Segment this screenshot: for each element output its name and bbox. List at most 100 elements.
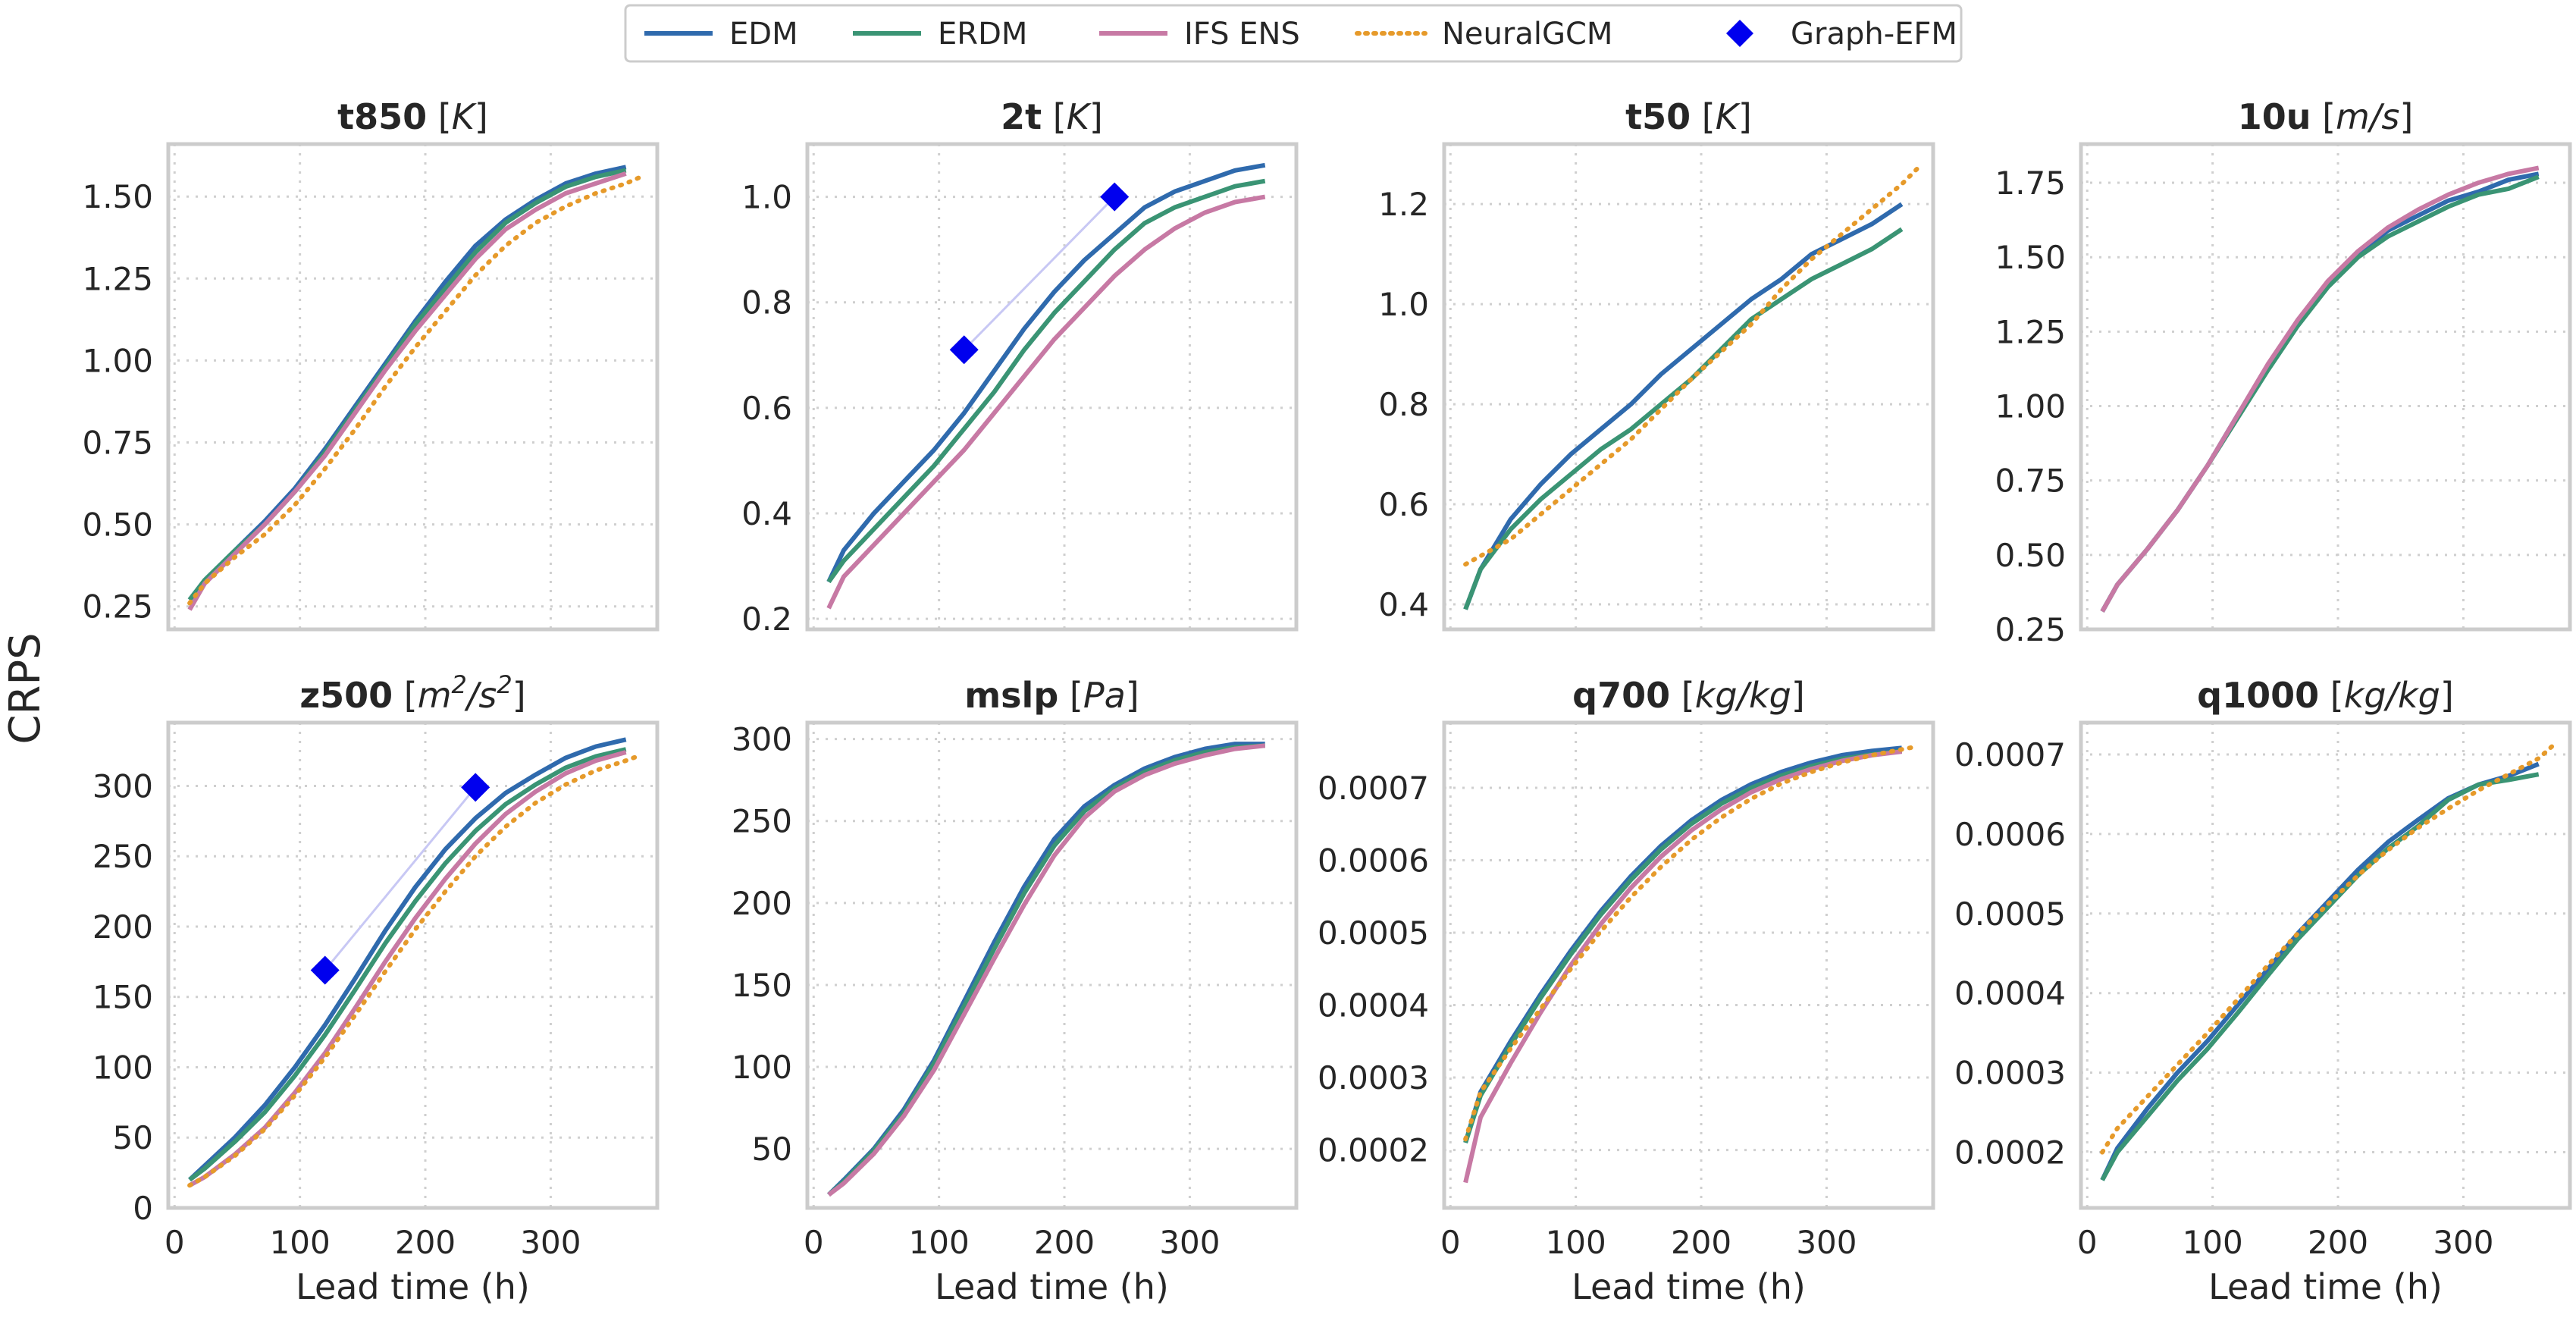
y-tick-label: 0.8 (741, 284, 792, 322)
legend-frame (624, 4, 1963, 63)
x-tick-label: 0 (1440, 1224, 1461, 1261)
point-graph-efm (949, 335, 979, 365)
y-tick-label: 0.2 (741, 601, 792, 638)
y-tick-label: 0.25 (1995, 611, 2066, 648)
x-tick-label: 200 (395, 1224, 456, 1261)
y-tick-label: 0.4 (741, 495, 792, 532)
panel-q1000: 0.0002 0.0003 0.0004 0.0005 0.0006 0.0007 0 100… (1954, 675, 2572, 1307)
legend-item-graph-efm: Graph-EFM (1726, 17, 1957, 52)
legend-item-neuralgcm: NeuralGCM (1355, 17, 1612, 52)
y-tick-label: 0.50 (82, 507, 153, 544)
series-ifs-ens (187, 171, 627, 611)
y-tick-label: 100 (92, 1049, 153, 1086)
y-tick-label: 100 (732, 1049, 792, 1086)
legend-label: EDM (729, 17, 798, 52)
series-neuralgcm (187, 752, 644, 1188)
series-edm (826, 162, 1266, 583)
y-tick-label: 0.4 (1378, 586, 1429, 623)
legend-item-erdm: ERDM (853, 17, 1027, 52)
point-graph-efm (461, 773, 490, 802)
y-tick-label: 250 (92, 838, 153, 875)
series-group (2100, 742, 2556, 1181)
series-neuralgcm (2100, 742, 2556, 1155)
series-ifs-ens (826, 194, 1266, 610)
panel-q700: 0.0002 0.0003 0.0004 0.0005 0.0006 0.0007 0 100… (1318, 675, 1935, 1307)
x-tick-label: 300 (2433, 1224, 2493, 1261)
series-edm (2100, 171, 2540, 613)
y-tick-label: 300 (92, 767, 153, 805)
series-group (187, 737, 644, 1188)
series-neuralgcm (1463, 744, 1919, 1142)
shared-y-axis-label: CRPS (1, 632, 50, 744)
x-tick-label: 200 (2308, 1224, 2368, 1261)
y-tick-label: 1.0 (1378, 286, 1429, 323)
x-tick-label: 100 (270, 1224, 331, 1261)
y-tick-label: 0.0007 (1954, 736, 2066, 773)
panel-title: 10u [m/s] (2238, 96, 2414, 137)
panel-title: t50 [K] (1625, 96, 1752, 137)
axes-frame (1442, 142, 1935, 632)
y-tick-label: 1.25 (1995, 313, 2066, 350)
y-tick-label: 200 (732, 885, 792, 922)
panel-title: q700 [kg/kg] (1572, 675, 1805, 716)
y-tick-label: 1.0 (741, 179, 792, 216)
x-tick-label: 300 (1159, 1224, 1220, 1261)
x-tick-label: 0 (804, 1224, 824, 1261)
y-tick-label: 0.8 (1378, 386, 1429, 423)
series-graph-efm-link (963, 196, 1116, 351)
y-tick-label: 1.50 (1995, 239, 2066, 276)
legend-marker (1726, 20, 1753, 47)
y-tick-label: 150 (732, 967, 792, 1004)
x-tick-label: 100 (1546, 1224, 1606, 1261)
series-group (1463, 167, 1919, 610)
axes-frame (166, 142, 660, 632)
panel-z500: 0 50 100 150 200 250 300 0 100 200 300 Lead time (h… (92, 670, 660, 1307)
y-tick-label: 0.75 (1995, 463, 2066, 500)
x-tick-label: 300 (520, 1224, 581, 1261)
legend-label: IFS ENS (1184, 17, 1300, 52)
x-axis-label: Lead time (h) (935, 1266, 1169, 1307)
panel-2t: 0.2 0.4 0.6 0.8 1.0 2t [K] (741, 96, 1299, 638)
panel-title: mslp [Pa] (964, 675, 1139, 716)
y-tick-label: 50 (752, 1131, 792, 1168)
series-graph-efm-link (324, 786, 477, 971)
legend-item-edm: EDM (644, 17, 798, 52)
x-tick-label: 200 (1671, 1224, 1731, 1261)
axes-frame (805, 142, 1299, 632)
point-graph-efm (1100, 182, 1130, 212)
panel-mslp: 50 100 150 200 250 300 0 100 200 300 Lead time (h)… (732, 675, 1299, 1307)
series-erdm (1463, 227, 1904, 610)
x-axis-label: Lead time (h) (296, 1266, 530, 1307)
series-erdm (188, 747, 627, 1182)
y-tick-label: 300 (732, 721, 792, 758)
x-tick-label: 0 (2077, 1224, 2098, 1261)
y-tick-label: 0.0002 (1954, 1134, 2066, 1172)
x-tick-label: 200 (1034, 1224, 1095, 1261)
axes-frame (2079, 720, 2572, 1210)
series-edm (2100, 761, 2540, 1181)
legend-label: NeuralGCM (1442, 17, 1612, 52)
y-tick-label: 250 (732, 803, 792, 840)
point-graph-efm (310, 955, 340, 985)
x-tick-label: 100 (2183, 1224, 2243, 1261)
series-neuralgcm (187, 174, 644, 606)
axes-frame (1442, 720, 1935, 1210)
panel-title: z500 [m2/s2] (299, 670, 525, 716)
panel-t50: 0.4 0.6 0.8 1.0 1.2 t50 [K] (1378, 96, 1935, 632)
y-tick-label: 50 (113, 1119, 153, 1156)
panel-title: t850 [K] (337, 96, 488, 137)
series-group (826, 162, 1266, 610)
x-tick-label: 0 (165, 1224, 185, 1261)
series-erdm (1463, 748, 1903, 1143)
series-group (827, 742, 1266, 1197)
axes-frame (2079, 142, 2572, 632)
y-tick-label: 1.75 (1995, 165, 2066, 202)
axes-frame (166, 720, 660, 1210)
legend-label: ERDM (938, 17, 1027, 52)
y-tick-label: 0.6 (1378, 486, 1429, 523)
legend-label: Graph-EFM (1791, 17, 1957, 52)
y-tick-label: 0.0007 (1318, 770, 1429, 807)
series-group (1463, 744, 1919, 1184)
y-tick-label: 0.0005 (1954, 896, 2066, 933)
